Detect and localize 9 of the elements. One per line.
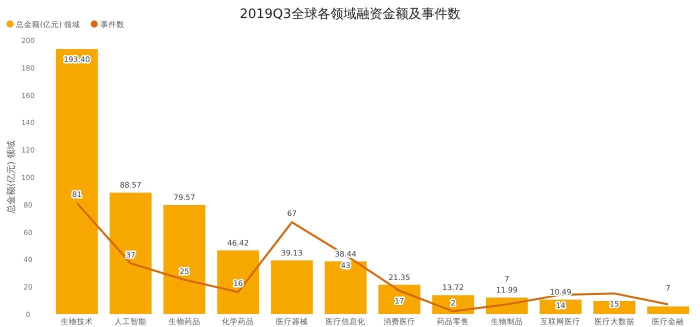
bar xyxy=(324,261,367,314)
bar xyxy=(56,49,98,314)
bar xyxy=(110,192,152,314)
y-axis-title: 总金额(亿元) 领域 xyxy=(6,140,17,214)
bar xyxy=(163,204,206,314)
bar xyxy=(270,260,313,314)
bar xyxy=(647,306,690,314)
chart-title: 2019Q3全球各领域融资金额及事件数 xyxy=(240,7,460,22)
bar xyxy=(217,250,260,314)
